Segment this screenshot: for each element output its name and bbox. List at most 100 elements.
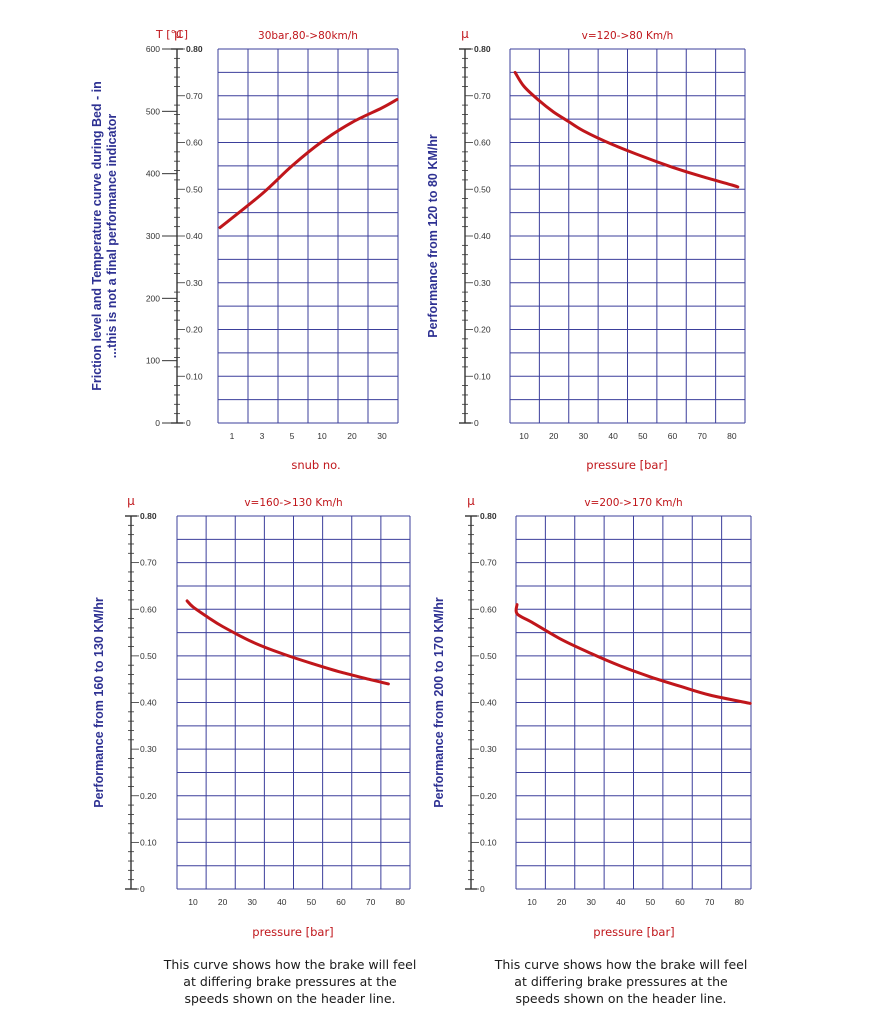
y-tick-label: 0 xyxy=(186,418,191,428)
y-tick-label: 0.70 xyxy=(186,91,203,101)
chart-grid xyxy=(176,515,411,890)
temperature-axis-label: T [°C] xyxy=(155,28,188,41)
y-tick-label: 0.10 xyxy=(186,371,203,381)
chart-title: v=120->80 Km/h xyxy=(582,30,674,42)
y-tick-label: 0 xyxy=(474,418,479,428)
y-axis-title: Performance from 160 to 130 KM/hr xyxy=(92,597,106,808)
x-tick-label: 20 xyxy=(557,897,567,907)
x-tick-label: 50 xyxy=(646,897,656,907)
x-tick-label: 10 xyxy=(317,431,327,441)
x-tick-label: 50 xyxy=(307,897,317,907)
y-tick-label: 0.80 xyxy=(140,511,157,521)
temp-tick-label: 400 xyxy=(146,169,160,179)
y-tick-label: 0.40 xyxy=(480,698,497,708)
y-tick-label: 0.60 xyxy=(474,138,491,148)
y-axis-title-line: Performance from 200 to 170 KM/hr xyxy=(432,597,446,808)
performance-curve xyxy=(513,70,740,189)
chart-title: v=160->130 Km/h xyxy=(244,497,342,509)
mu-axis-label: μ xyxy=(127,494,135,508)
x-tick-label: 20 xyxy=(218,897,228,907)
x-tick-label: 10 xyxy=(527,897,537,907)
y-tick-label: 0.10 xyxy=(474,371,491,381)
chart-grid xyxy=(509,48,746,424)
y-tick-label: 0.10 xyxy=(480,837,497,847)
y-tick-label: 0.40 xyxy=(186,231,203,241)
y-axis-title-line: Friction level and Temperature curve dur… xyxy=(90,81,104,391)
y-tick-label: 0.50 xyxy=(474,184,491,194)
y-tick-label: 0.80 xyxy=(186,44,203,54)
x-tick-label: 70 xyxy=(705,897,715,907)
x-tick-label: 80 xyxy=(727,431,737,441)
x-tick-label: 3 xyxy=(260,431,265,441)
chart-title: 30bar,80->80km/h xyxy=(258,30,358,42)
y-tick-label: 0.60 xyxy=(186,138,203,148)
x-tick-label: 70 xyxy=(366,897,376,907)
y-tick-label: 0.40 xyxy=(474,231,491,241)
y-tick-label: 0.30 xyxy=(186,278,203,288)
y-tick-label: 0.50 xyxy=(480,651,497,661)
x-tick-label: 10 xyxy=(519,431,529,441)
y-tick-label: 0.50 xyxy=(140,651,157,661)
y-axis-title: Performance from 120 to 80 KM/hr xyxy=(426,134,440,338)
y-tick-label: 0.80 xyxy=(480,511,497,521)
x-tick-label: 70 xyxy=(697,431,707,441)
temp-tick-label: 300 xyxy=(146,231,160,241)
x-tick-label: 60 xyxy=(668,431,678,441)
y-tick-label: 0.30 xyxy=(480,744,497,754)
x-tick-label: 20 xyxy=(347,431,357,441)
temp-tick-label: 100 xyxy=(146,356,160,366)
y-tick-label: 0 xyxy=(480,884,485,894)
temp-tick-label: 0 xyxy=(155,418,160,428)
x-tick-label: 20 xyxy=(549,431,559,441)
y-tick-label: 0.20 xyxy=(480,791,497,801)
y-axis-title-line: Performance from 160 to 130 KM/hr xyxy=(92,597,106,808)
x-axis-label: snub no. xyxy=(291,458,340,472)
x-tick-label: 80 xyxy=(395,897,405,907)
y-axis-title-line: Performance from 120 to 80 KM/hr xyxy=(426,134,440,338)
y-tick-label: 0.70 xyxy=(480,558,497,568)
x-tick-label: 1 xyxy=(230,431,235,441)
performance-curve xyxy=(514,603,752,705)
y-axis-title: Performance from 200 to 170 KM/hr xyxy=(432,597,446,808)
x-tick-label: 80 xyxy=(734,897,744,907)
chart-grid xyxy=(217,48,399,424)
y-tick-label: 0.10 xyxy=(140,837,157,847)
y-axis-title: Friction level and Temperature curve dur… xyxy=(90,81,119,391)
y-tick-label: 0 xyxy=(140,884,145,894)
y-tick-label: 0.20 xyxy=(186,325,203,335)
performance-curve xyxy=(185,599,390,686)
temp-tick-label: 200 xyxy=(146,293,160,303)
x-tick-label: 30 xyxy=(586,897,596,907)
chart-4: 0 0.10 0.20 0.30 0.40 0.50 0.60 0.70 0.80 μ v=200-… xyxy=(432,494,752,939)
chart-1: 0 0.10 0.20 0.30 0.40 0.50 0.60 0.70 0.80 μ 0 100 20… xyxy=(90,27,399,472)
mu-axis-label: μ xyxy=(461,27,469,41)
chart-grid xyxy=(515,515,752,890)
temp-tick-label: 600 xyxy=(146,44,160,54)
x-tick-label: 40 xyxy=(608,431,618,441)
performance-curve xyxy=(218,98,399,230)
explanation-note-right: This curve shows how the brake will feel… xyxy=(494,957,748,1006)
x-tick-label: 50 xyxy=(638,431,648,441)
x-tick-label: 5 xyxy=(290,431,295,441)
y-tick-label: 0.80 xyxy=(474,44,491,54)
x-tick-label: 60 xyxy=(675,897,685,907)
x-tick-label: 30 xyxy=(579,431,589,441)
y-tick-label: 0.70 xyxy=(140,558,157,568)
y-tick-label: 0.20 xyxy=(140,791,157,801)
x-tick-label: 60 xyxy=(336,897,346,907)
x-tick-label: 10 xyxy=(188,897,198,907)
x-tick-label: 40 xyxy=(277,897,287,907)
mu-axis-label: μ xyxy=(467,494,475,508)
y-tick-label: 0.70 xyxy=(474,91,491,101)
y-tick-label: 0.30 xyxy=(140,744,157,754)
y-tick-label: 0.20 xyxy=(474,325,491,335)
mu-axis-label: μ xyxy=(174,27,182,41)
y-tick-label: 0.60 xyxy=(480,604,497,614)
y-tick-label: 0.60 xyxy=(140,604,157,614)
x-tick-label: 40 xyxy=(616,897,626,907)
x-axis-label: pressure [bar] xyxy=(586,458,667,472)
explanation-note-left: This curve shows how the brake will feel… xyxy=(163,957,417,1006)
chart-3: 0 0.10 0.20 0.30 0.40 0.50 0.60 0.70 0.80 μ v=160-… xyxy=(92,494,411,939)
chart-title: v=200->170 Km/h xyxy=(584,497,682,509)
